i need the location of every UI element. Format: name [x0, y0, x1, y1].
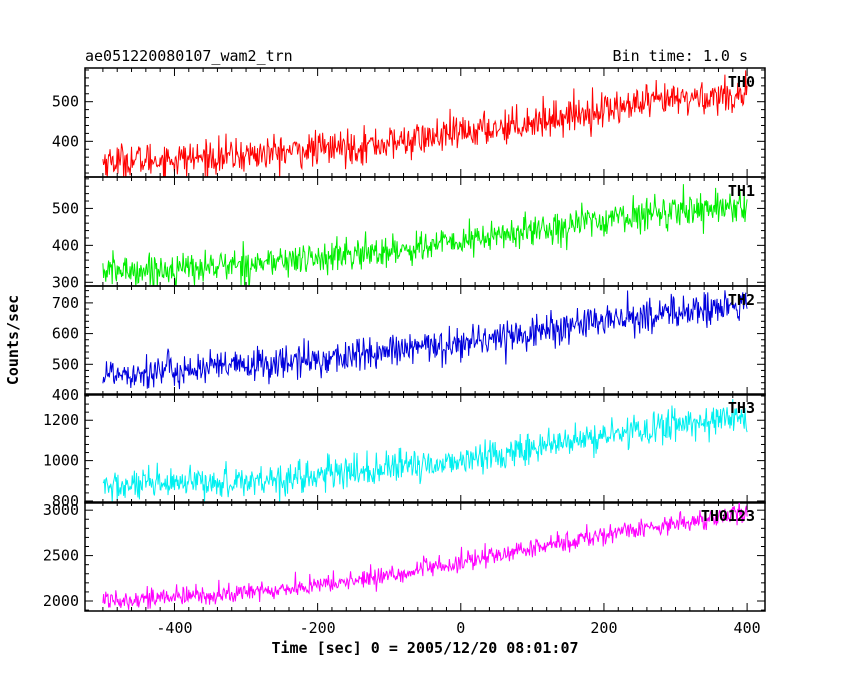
series-line-th2 — [102, 290, 748, 390]
panel-frame — [84, 176, 766, 287]
panel-th0123: 2000 2500 3000 TH0123 — [43, 501, 766, 612]
y-tick-label: 1000 — [43, 452, 79, 470]
x-tick-label: 0 — [456, 619, 465, 637]
panel-label-th2: TH2 — [728, 291, 755, 309]
x-tick-label: -400 — [156, 619, 192, 637]
y-tick-label: 500 — [52, 199, 79, 217]
panel-th0: 400 500 TH0 — [52, 67, 766, 178]
series-line-th3 — [102, 399, 748, 503]
y-tick-label: 700 — [52, 294, 79, 312]
y-tick-label: 3000 — [43, 501, 79, 519]
y-axis-label: Counts/sec — [4, 295, 22, 385]
x-tick-label: 400 — [734, 619, 761, 637]
y-tick-label: 300 — [52, 273, 79, 291]
x-tick-label: -200 — [300, 619, 336, 637]
panel-th1: 300 400 500 TH1 — [52, 176, 766, 291]
panel-th3: 800 1000 1200 TH3 — [43, 393, 766, 510]
panel-label-th0: TH0 — [728, 73, 755, 91]
y-tick-label: 800 — [52, 492, 79, 510]
panels-group: 400 500 TH0 300 400 500 TH1 400 500 600 700 TH2 800 1… — [43, 67, 766, 637]
y-tick-label: 400 — [52, 236, 79, 254]
panel-label-th1: TH1 — [728, 182, 755, 200]
series-line-th0123 — [102, 502, 748, 610]
y-tick-label: 400 — [52, 132, 79, 150]
y-tick-label: 500 — [52, 355, 79, 373]
y-tick-label: 1200 — [43, 411, 79, 429]
chart-title: ae051220080107_wam2_trn — [85, 47, 293, 65]
panel-frame — [84, 501, 766, 612]
series-line-th1 — [102, 184, 748, 286]
panel-frame — [84, 393, 766, 504]
y-tick-label: 2000 — [43, 592, 79, 610]
x-tick-label: 200 — [590, 619, 617, 637]
bin-time-label: Bin time: 1.0 s — [613, 47, 748, 65]
x-axis-label: Time [sec] 0 = 2005/12/20 08:01:07 — [271, 639, 578, 657]
panel-frame — [84, 285, 766, 396]
panel-th2: 400 500 600 700 TH2 — [52, 285, 766, 404]
y-tick-label: 500 — [52, 93, 79, 111]
y-tick-label: 400 — [52, 386, 79, 404]
y-tick-label: 600 — [52, 325, 79, 343]
panel-label-th3: TH3 — [728, 399, 755, 417]
panel-label-th0123: TH0123 — [701, 507, 755, 525]
y-tick-label: 2500 — [43, 547, 79, 565]
series-line-th0 — [102, 70, 748, 177]
